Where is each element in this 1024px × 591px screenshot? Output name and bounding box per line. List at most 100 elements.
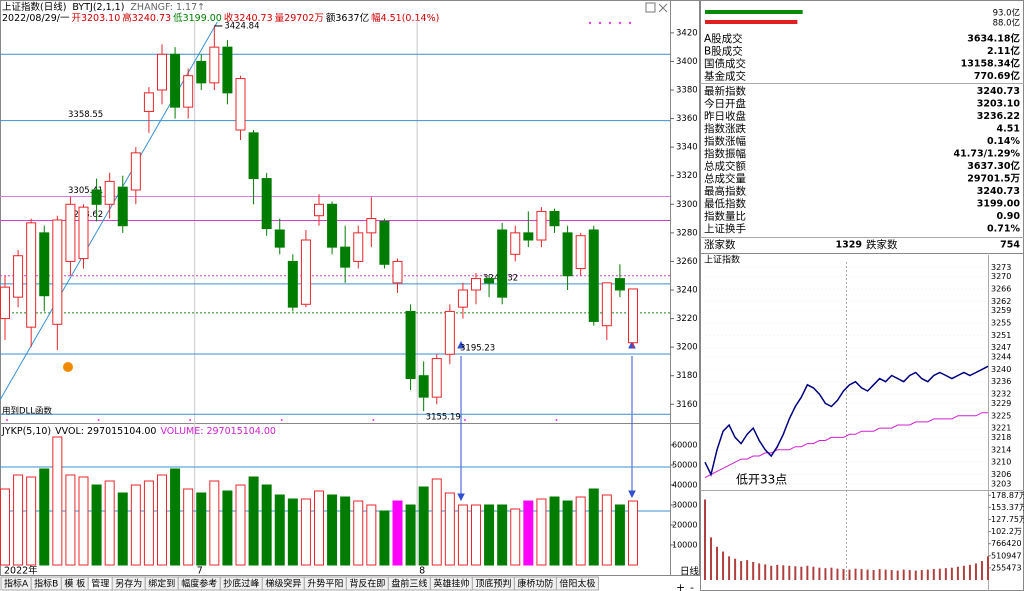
toolbar-tab-label[interactable]: 指标A	[4, 578, 29, 590]
y-tick-label: 3340	[676, 143, 698, 153]
volume-bar	[484, 504, 495, 566]
volume-bar	[104, 480, 115, 566]
toolbar-tab-label[interactable]: 顶底预判	[475, 578, 511, 590]
toolbar-tab-label[interactable]: 指标B	[34, 578, 58, 590]
marker-dot	[97, 419, 100, 421]
toolbar-tab-label[interactable]: 抄底过峰	[223, 578, 259, 590]
candle-body	[601, 282, 612, 327]
intraday-y-label: 3214	[991, 445, 1011, 454]
x-tick-label: 8	[419, 566, 425, 577]
candle-body	[549, 210, 560, 227]
volume-bar	[91, 484, 102, 566]
info-value: 3203.10	[977, 99, 1021, 110]
quote-item: 幅4.51(0.14%)	[371, 12, 439, 24]
candle-body	[222, 46, 233, 94]
toolbar-tab-label[interactable]: 幅度参考	[181, 578, 217, 590]
toolbar-tab-label[interactable]: 康桥功防	[517, 578, 553, 590]
y-tick-label: 20000	[672, 521, 697, 530]
y-tick-label: 3180	[676, 371, 698, 381]
toolbar-tab-label[interactable]: 背反在即	[349, 578, 385, 590]
candle-body	[300, 239, 311, 305]
intraday-y-label: 3229	[991, 399, 1011, 408]
toolbar-tab-label[interactable]: 另存为	[115, 578, 142, 590]
intraday-y-label: 3203	[991, 479, 1011, 488]
volume-bar	[418, 486, 429, 566]
volume-bar	[510, 508, 521, 566]
candle-body	[405, 310, 416, 380]
toolbar-tab-label[interactable]: 盘前三线	[391, 578, 427, 590]
candle-body	[52, 219, 63, 325]
candle-body	[588, 229, 599, 322]
candle-body	[235, 78, 246, 131]
volume-bar	[0, 488, 10, 566]
volume-bar	[536, 498, 547, 566]
volume-bar	[287, 498, 298, 566]
level-label: 3305.41	[68, 186, 103, 196]
info-value: 3637.30亿	[967, 160, 1020, 172]
toolbar-tab-label[interactable]: 倍阳太极	[559, 578, 595, 590]
volume-bar	[13, 474, 24, 566]
toolbar-tab-label[interactable]: 英雄挂帅	[433, 578, 469, 590]
x-tick-label: 2022年	[4, 565, 38, 577]
volume-bar	[52, 436, 63, 566]
toolbar-tab-label[interactable]: 升势平阳	[307, 578, 343, 590]
intraday-annotation: 低开33点	[736, 473, 787, 487]
volume-bar	[562, 500, 573, 566]
volume-bar	[431, 478, 442, 566]
intraday-y-label: 3273	[991, 263, 1011, 272]
volume-bar	[130, 484, 141, 566]
intraday-y-label: 3206	[991, 470, 1011, 479]
info-label: 最低指数	[704, 197, 746, 210]
advance-count: 1329	[836, 240, 862, 251]
intraday-volume-label: 510947	[991, 551, 1022, 560]
volume-bar	[39, 468, 50, 566]
candle-body	[353, 232, 364, 262]
header-line: 上证指数(日线) BYTJ(2,1,1) ZHANGF: 1.17↑	[2, 1, 205, 13]
volume-bar	[117, 492, 128, 566]
volume-bar	[143, 480, 154, 566]
candle-body	[196, 60, 207, 84]
close-button[interactable]	[658, 3, 668, 13]
marker-dot	[6, 419, 8, 421]
toolbar-tab-label[interactable]: 模 板	[64, 578, 85, 590]
toolbar-tab[interactable]	[555, 576, 599, 591]
intraday-volume-label: 127.75万	[991, 515, 1024, 524]
toolbar-tab-label[interactable]: 绑定到	[148, 578, 175, 590]
info-label: B股成交	[704, 45, 743, 58]
quote-item: 低3199.00	[173, 12, 222, 24]
candle-body	[457, 289, 468, 308]
volume-bar	[392, 500, 403, 566]
intraday-volume-label: 153.37万	[991, 503, 1024, 512]
info-label: 最高指数	[704, 185, 746, 198]
indicator-name: BYTJ(2,1,1)	[72, 2, 124, 13]
candle-body	[274, 229, 285, 248]
info-value: 3240.73	[977, 86, 1020, 97]
volume-bar	[471, 504, 481, 566]
candle-body	[13, 255, 24, 298]
info-value: 3236.22	[977, 111, 1020, 122]
toolbar-tab-label[interactable]: 梯级突异	[265, 578, 301, 590]
intraday-y-label: 3218	[991, 433, 1011, 442]
zoom-out[interactable]: -	[690, 581, 694, 591]
volume-bar	[549, 496, 560, 566]
candle-body	[104, 180, 115, 205]
y-tick-label: 3380	[676, 86, 698, 96]
intraday-y-label: 3225	[991, 411, 1011, 420]
info-label: 指数涨跌	[704, 122, 746, 135]
marker-dot	[280, 419, 283, 421]
info-label: 指数涨幅	[704, 135, 746, 148]
zoom-in[interactable]: +	[676, 581, 685, 591]
info-label: 指数量比	[704, 210, 746, 223]
volume-bar	[170, 468, 181, 566]
quote-item: 2022/08/29/一	[2, 13, 70, 24]
candle-body	[418, 375, 429, 398]
toolbar-tab-label[interactable]: 管理	[91, 578, 109, 590]
marker-dot	[372, 419, 375, 421]
candle-body	[117, 186, 128, 227]
restore-button[interactable]	[645, 2, 656, 13]
candle-body	[562, 232, 573, 277]
info-label: 基金成交	[704, 70, 746, 83]
intraday-y-label: 3240	[991, 365, 1011, 374]
